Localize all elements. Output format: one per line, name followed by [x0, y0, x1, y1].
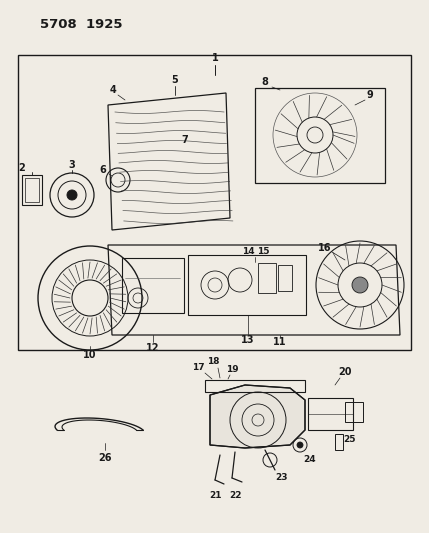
Text: 8: 8 — [262, 77, 269, 87]
Text: 13: 13 — [241, 335, 255, 345]
Text: 3: 3 — [69, 160, 76, 170]
Bar — [258, 263, 276, 293]
Text: 5708  1925: 5708 1925 — [40, 18, 123, 31]
Text: 19: 19 — [226, 366, 239, 375]
Bar — [255, 88, 385, 183]
Text: 23: 23 — [276, 473, 288, 482]
Bar — [278, 265, 292, 291]
Text: 1: 1 — [211, 53, 218, 63]
Text: 7: 7 — [181, 135, 188, 145]
Bar — [122, 258, 184, 313]
Text: 12: 12 — [146, 343, 160, 353]
Text: 5: 5 — [172, 75, 178, 85]
Bar — [22, 175, 42, 205]
Polygon shape — [210, 385, 305, 448]
Text: 11: 11 — [273, 337, 287, 347]
Bar — [308, 398, 353, 430]
Text: 25: 25 — [344, 435, 356, 445]
Text: 26: 26 — [98, 453, 112, 463]
Text: 10: 10 — [83, 350, 97, 360]
Circle shape — [67, 190, 77, 200]
Text: 6: 6 — [100, 165, 106, 175]
Text: 4: 4 — [110, 85, 116, 95]
Text: 17: 17 — [192, 364, 204, 373]
Text: 9: 9 — [367, 90, 373, 100]
Bar — [335, 434, 343, 450]
Text: 20: 20 — [338, 367, 352, 377]
Bar — [345, 402, 363, 422]
Text: 18: 18 — [207, 358, 219, 367]
Text: 15: 15 — [257, 247, 269, 256]
Bar — [188, 255, 306, 315]
Bar — [205, 380, 305, 392]
Bar — [18, 55, 411, 350]
Circle shape — [352, 277, 368, 293]
Bar — [25, 178, 39, 202]
Text: 24: 24 — [304, 456, 316, 464]
Text: 2: 2 — [18, 163, 25, 173]
Text: 16: 16 — [318, 243, 332, 253]
Text: 22: 22 — [229, 490, 241, 499]
Circle shape — [297, 442, 303, 448]
Text: 14: 14 — [242, 247, 254, 256]
Text: 21: 21 — [209, 490, 221, 499]
